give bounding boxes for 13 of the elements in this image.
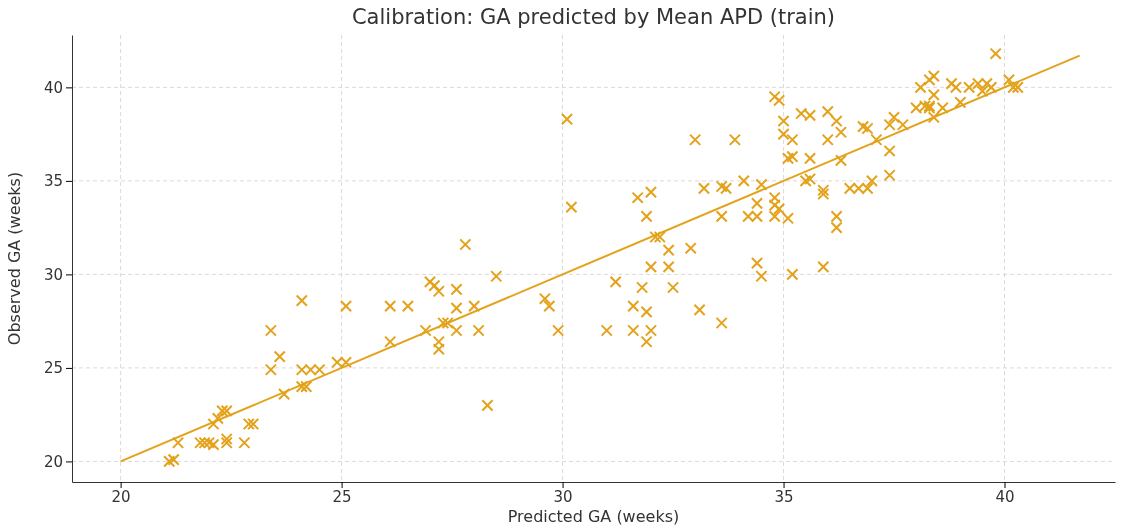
x-tick-label: 35	[774, 487, 794, 506]
y-tick-label: 25	[43, 359, 63, 378]
y-tick-label: 20	[43, 452, 63, 471]
x-axis-title: Predicted GA (weeks)	[507, 507, 680, 526]
y-tick-label: 30	[43, 265, 63, 284]
y-tick-label: 35	[43, 172, 63, 191]
y-tick-label: 40	[43, 78, 63, 97]
chart-title: Calibration: GA predicted by Mean APD (train)	[351, 5, 836, 29]
x-tick-label: 30	[553, 487, 573, 506]
x-tick-label: 25	[332, 487, 352, 506]
y-axis-title: Observed GA (weeks)	[5, 171, 24, 346]
x-tick-label: 40	[995, 487, 1015, 506]
x-tick-label: 20	[111, 487, 131, 506]
